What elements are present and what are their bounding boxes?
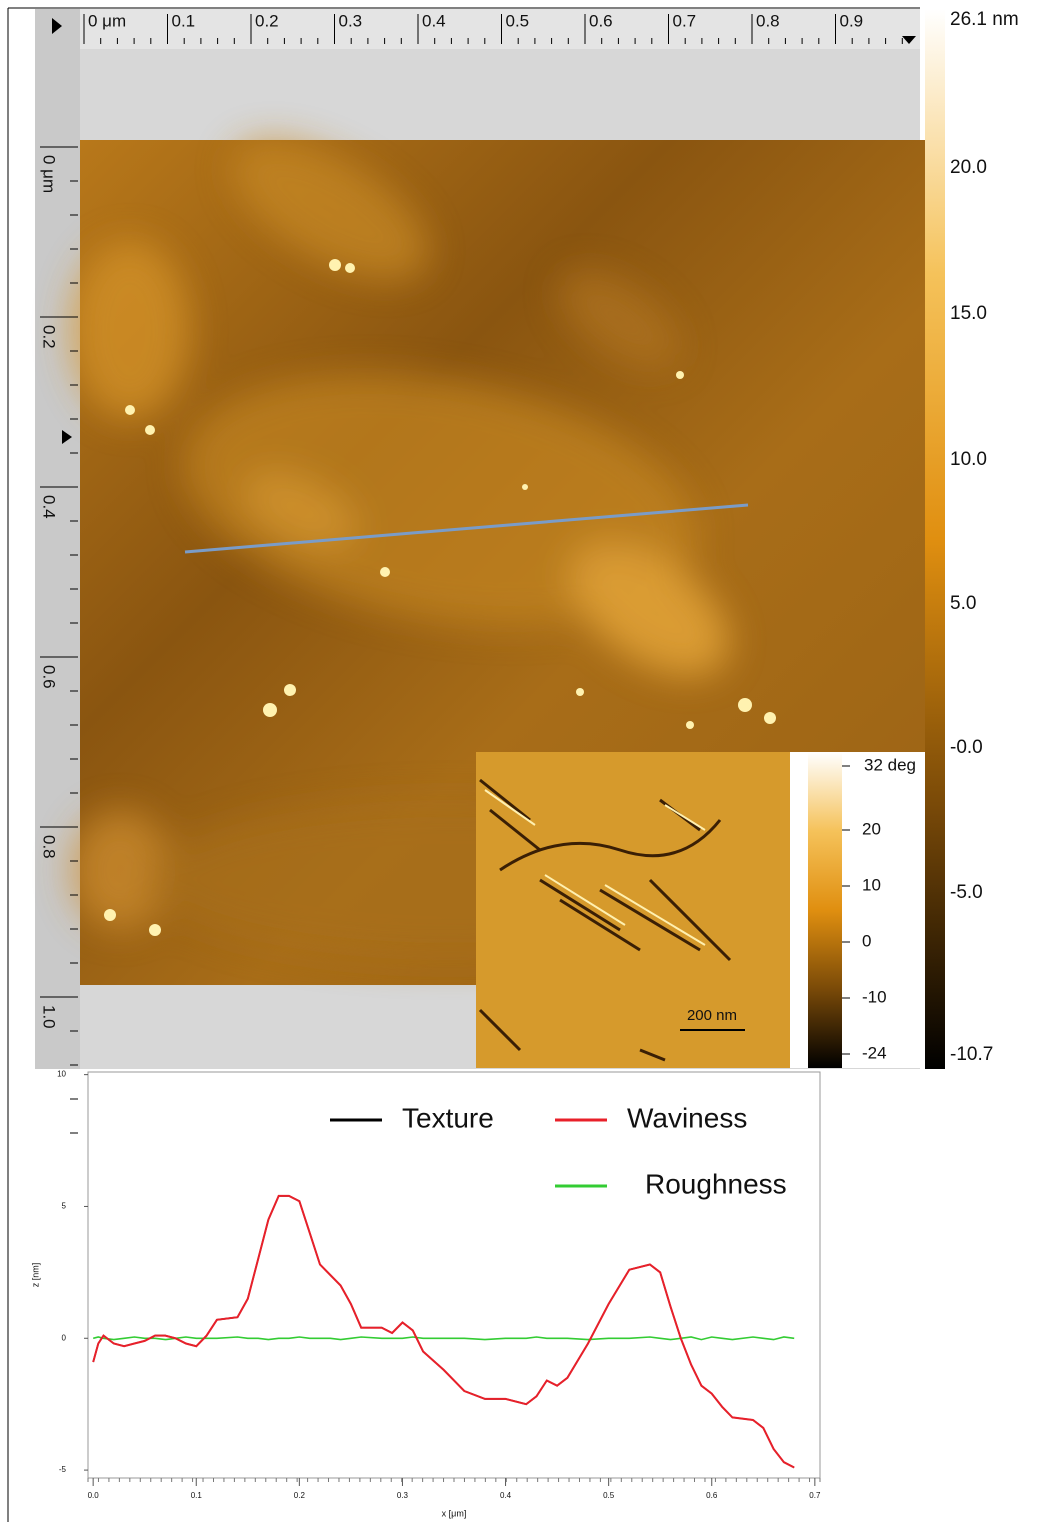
phase-scale-label: 20 [862,819,881,838]
y-tick-label: 0 [62,1333,67,1342]
top-ruler-label: 0.6 [589,11,613,30]
phase-scale-label: -10 [862,987,887,1006]
height-scale-label: 5.0 [950,593,976,614]
height-scale-label: -0.0 [950,737,983,758]
left-ruler-label: 0.2 [40,325,59,349]
y-tick-label: -5 [59,1465,67,1474]
legend-label: Texture [402,1102,494,1133]
phase-colorbar [808,752,842,1068]
x-tick-label: 0.7 [809,1491,821,1500]
phase-inset-image [476,752,790,1068]
top-ruler-label: 0.5 [506,11,530,30]
height-scale-label: 20.0 [950,157,987,178]
left-ruler-label: 1.0 [40,1005,59,1029]
top-ruler-label: 0.3 [339,11,363,30]
left-ruler-label: 0.4 [40,495,59,519]
top-ruler-label: 0.7 [673,11,697,30]
top-ruler-label: 0 μm [88,11,126,30]
x-tick-label: 0.6 [706,1491,718,1500]
y-tick-label: 5 [62,1202,67,1211]
height-scale-label: 26.1 nm [950,9,1019,30]
height-colorbar [925,9,945,1069]
top-ruler-label: 0.2 [255,11,279,30]
phase-scale-label: 0 [862,931,871,950]
top-ruler [80,9,920,49]
top-ruler-label: 0.9 [840,11,864,30]
legend-label: Roughness [645,1168,787,1199]
x-tick-label: 0.4 [500,1491,512,1500]
height-scale-label: -10.7 [950,1044,993,1065]
figure: z [nm] x [μm] 0 μm 0.1 0.2 0.3 0.4 0.5 0.6 0.7 0… [0,0,1049,1522]
top-ruler-label: 0.1 [172,11,196,30]
phase-scale-label: -24 [862,1043,887,1062]
phase-scale-label: 32 deg [864,755,916,774]
height-scale-label: 10.0 [950,449,987,470]
scale-bar-label: 200 nm [687,1007,737,1024]
top-ruler-label: 0.4 [422,11,446,30]
y-tick-label: 10 [57,1070,66,1079]
x-tick-label: 0.1 [191,1491,203,1500]
x-axis-label: x [μm] [442,1508,467,1518]
y-axis-label: z [nm] [30,1263,40,1288]
x-tick-label: 0.3 [397,1491,409,1500]
x-tick-label: 0.0 [88,1491,100,1500]
left-ruler-label: 0 μm [40,155,59,193]
height-scale-label: -5.0 [950,882,983,903]
phase-scale-label: 10 [862,875,881,894]
x-tick-label: 0.5 [603,1491,615,1500]
top-ruler-label: 0.8 [756,11,780,30]
legend-label: Waviness [627,1102,747,1133]
left-ruler-label: 0.6 [40,665,59,689]
left-ruler-label: 0.8 [40,835,59,859]
x-tick-label: 0.2 [294,1491,306,1500]
height-scale-label: 15.0 [950,303,987,324]
